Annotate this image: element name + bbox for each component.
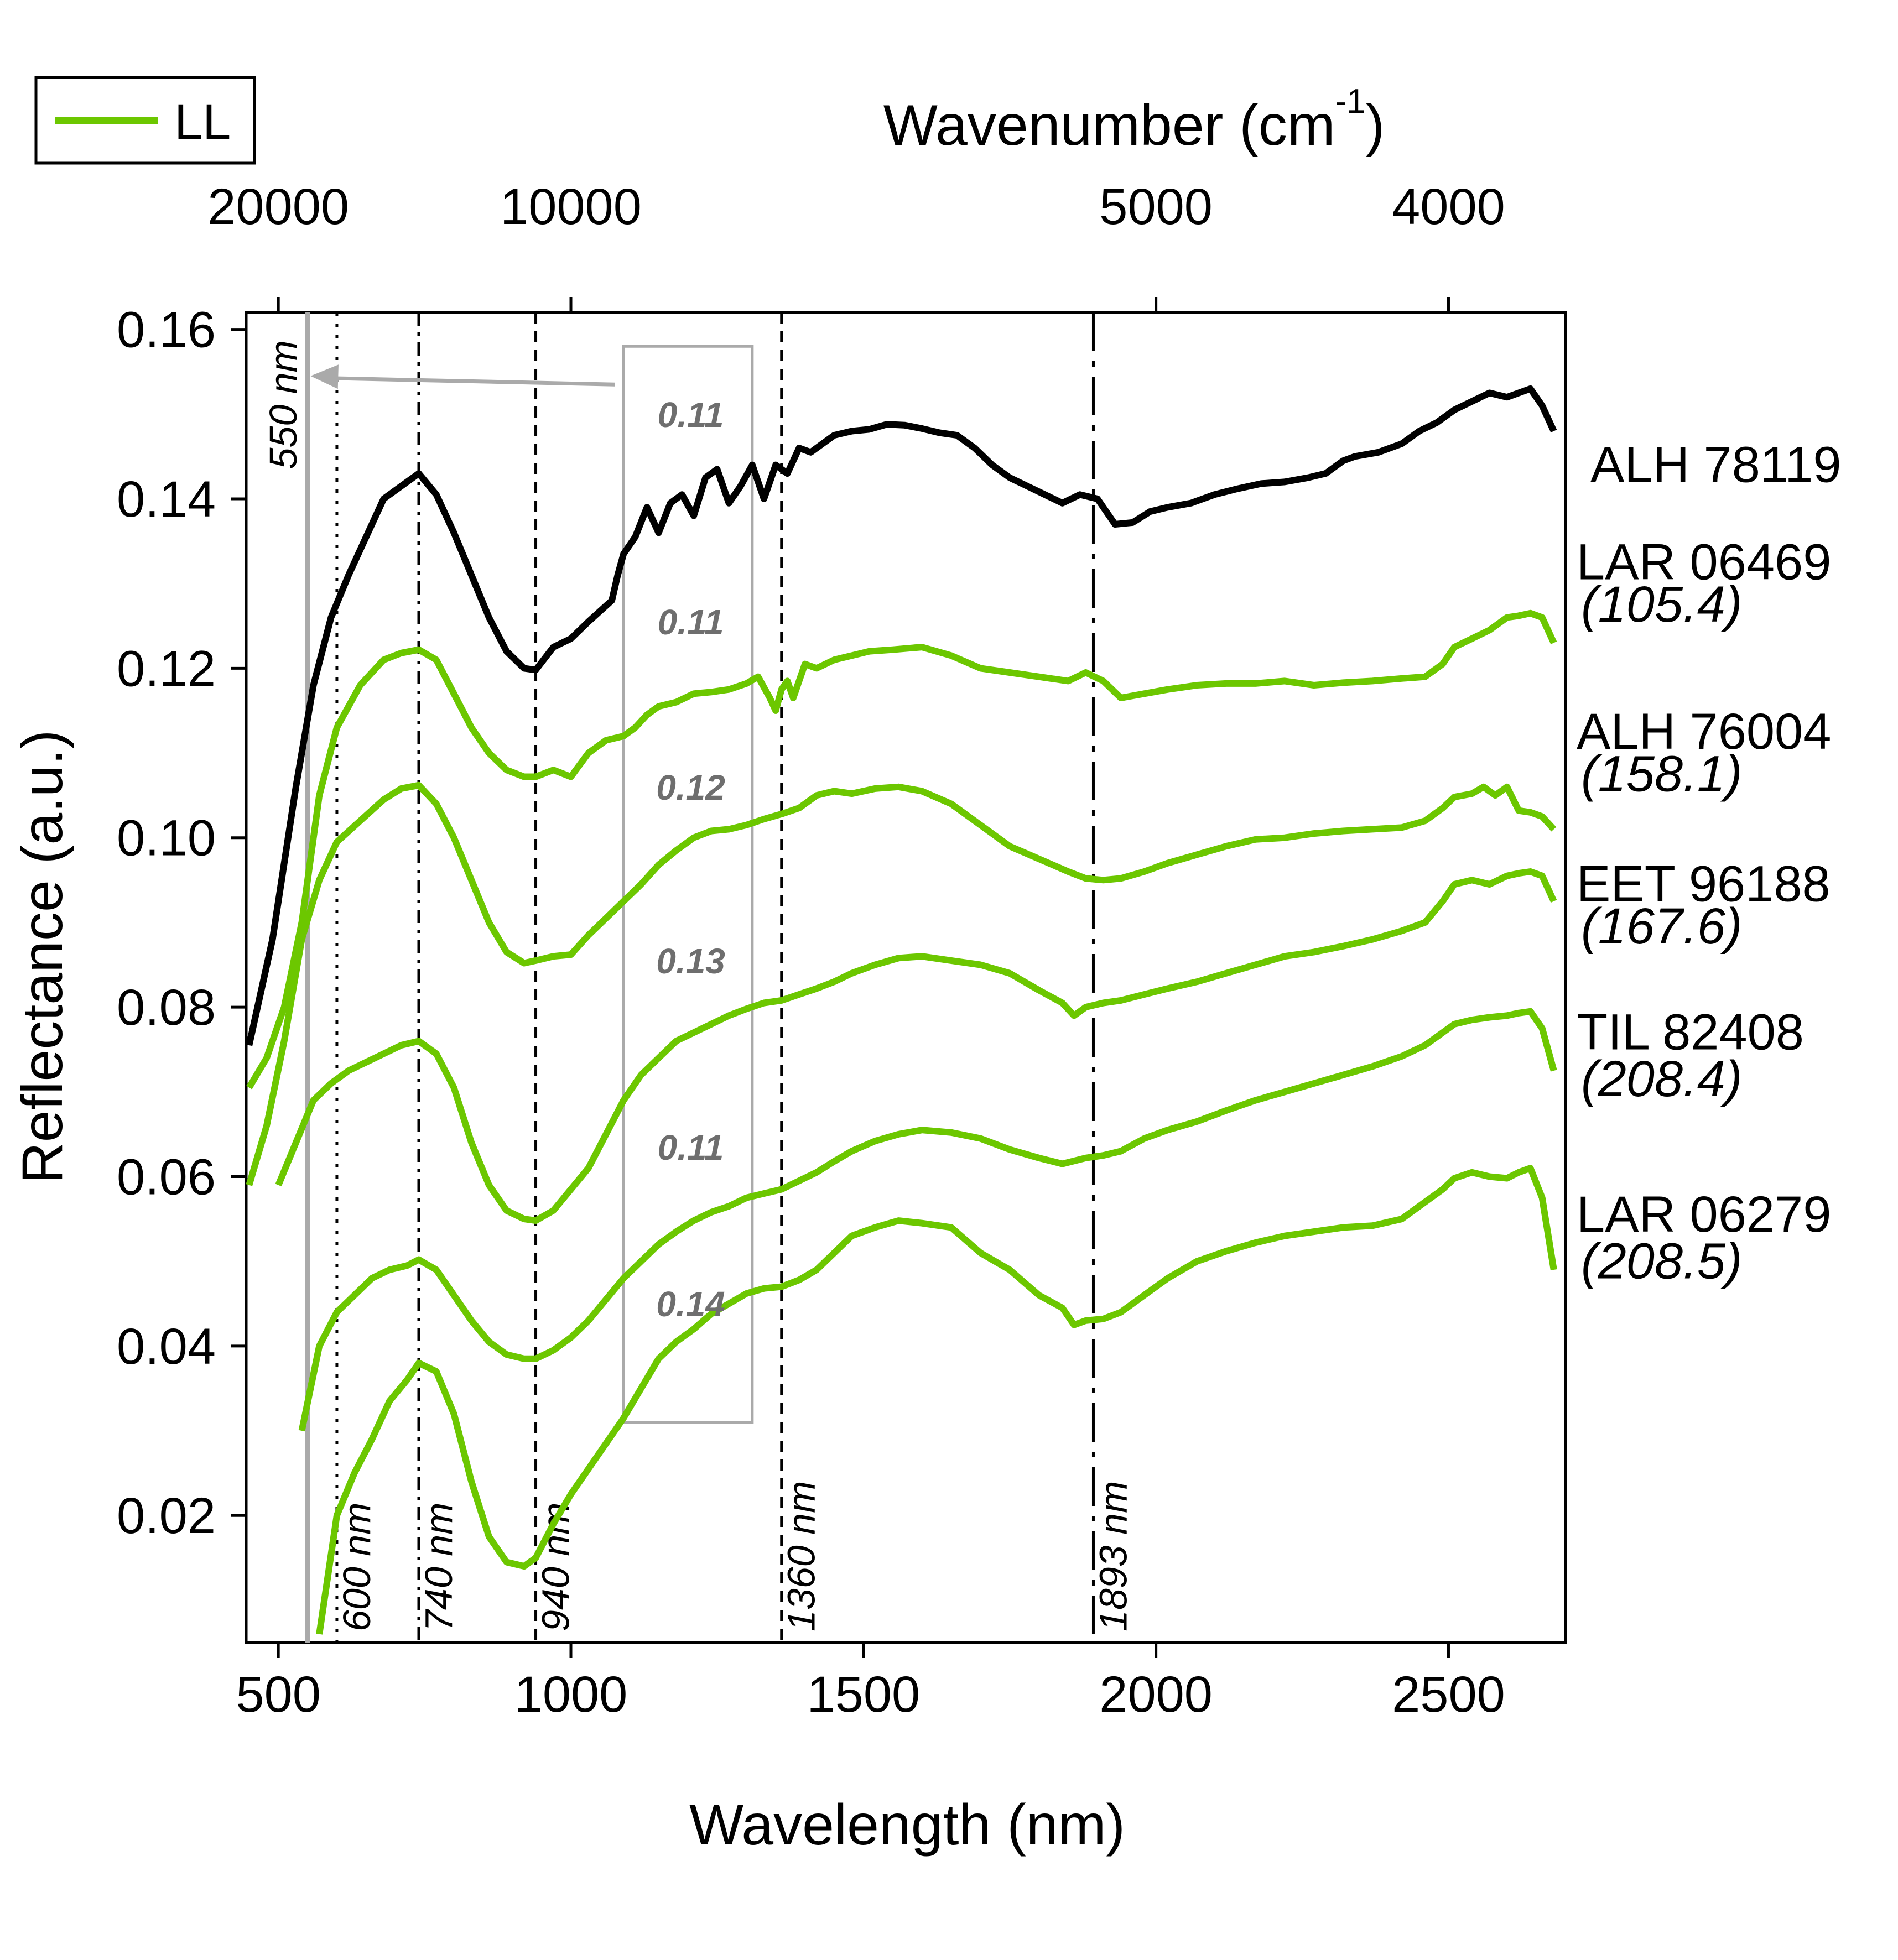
sample-name-alh-76004: ALH 76004 xyxy=(1577,703,1831,760)
top-axis-label: Wavenumber (cm xyxy=(883,93,1335,158)
series-labels: ALH 78119 0.11 LAR 06469(105.4) 0.11 ALH 760… xyxy=(656,395,1841,1324)
y-tick-label-0.02: 0.02 xyxy=(117,1488,216,1544)
sample-name-eet-96188: EET 96188 xyxy=(1577,856,1831,913)
y-tick-label-0.06: 0.06 xyxy=(117,1149,216,1205)
x-tick-label-2500: 2500 xyxy=(1392,1666,1505,1723)
sample-name-til-82408: TIL 82408 xyxy=(1577,1004,1804,1061)
top-axis-label-close: ) xyxy=(1366,93,1385,158)
series-line-til-82408 xyxy=(298,1008,1557,1432)
guide-label-600nm: 600 nm xyxy=(335,1503,378,1631)
series-line-lar-06279 xyxy=(316,1165,1557,1635)
series-line-alh-78119 xyxy=(246,385,1557,1046)
y-tick-label-0.16: 0.16 xyxy=(117,302,216,358)
highlight-box xyxy=(310,345,754,1424)
series-lines xyxy=(246,385,1557,1635)
highlight-rectangle xyxy=(622,345,754,1424)
y-tick-label-0.12: 0.12 xyxy=(117,640,216,697)
plot-area-border xyxy=(245,311,1567,1644)
y-tick-label-0.10: 0.10 xyxy=(117,810,216,867)
plot-frame xyxy=(245,311,1567,1644)
sample-value-lar-06279: (208.5) xyxy=(1581,1233,1743,1289)
sample-value-lar-06469: (105.4) xyxy=(1581,576,1743,633)
top-tick-label-20000: 20000 xyxy=(207,179,349,235)
box-value-lar-06279: 0.14 xyxy=(656,1284,725,1324)
box-value-alh-76004: 0.12 xyxy=(656,768,725,807)
legend-box: LL xyxy=(34,76,256,165)
y-axis-title: Reflectance (a.u.) xyxy=(11,730,75,1184)
svg-text:Wavenumber (cm-1): Wavenumber (cm-1) xyxy=(883,82,1385,158)
top-axis-title: Wavenumber (cm-1) xyxy=(883,82,1385,158)
sample-name-alh-78119: ALH 78119 xyxy=(1590,436,1842,493)
top-tick-label-5000: 5000 xyxy=(1099,179,1213,235)
sample-value-alh-76004: (158.1) xyxy=(1581,746,1743,802)
top-tick-label-10000: 10000 xyxy=(500,179,642,235)
series-line-alh-76004 xyxy=(246,781,1557,1186)
x-axis-title: Wavelength (nm) xyxy=(689,1793,1125,1857)
guide-label-740nm: 740 nm xyxy=(417,1503,460,1631)
top-axis-label-exponent: -1 xyxy=(1335,82,1365,121)
sample-name-lar-06469: LAR 06469 xyxy=(1577,534,1831,591)
arrow-shaft xyxy=(332,376,615,387)
top-tick-label-4000: 4000 xyxy=(1392,179,1505,235)
box-value-lar-06469: 0.11 xyxy=(658,602,724,642)
x-tick-label-500: 500 xyxy=(236,1666,321,1723)
y-tick-label-0.04: 0.04 xyxy=(117,1318,216,1375)
x-tick-label-1000: 1000 xyxy=(514,1666,628,1723)
box-value-eet-96188: 0.13 xyxy=(656,941,725,981)
y-tick-label-0.14: 0.14 xyxy=(117,471,216,528)
series-line-eet-96188 xyxy=(275,868,1557,1224)
series-line-lar-06469 xyxy=(246,609,1557,1090)
guide-label-1360nm: 1360 nm xyxy=(780,1481,823,1631)
box-value-til-82408: 0.11 xyxy=(658,1128,724,1167)
sample-value-til-82408: (208.4) xyxy=(1581,1051,1743,1107)
x-tick-label-1500: 1500 xyxy=(807,1666,920,1723)
legend-label-ll: LL xyxy=(174,94,231,150)
guide-label-550nm: 550 nm xyxy=(262,340,305,469)
arrow-head xyxy=(310,364,339,389)
axis-ticks: 500 1000 1500 2000 2500 20000 10000 5000 4000 0.0… xyxy=(117,179,1505,1723)
y-tick-label-0.08: 0.08 xyxy=(117,979,216,1036)
box-value-alh-78119: 0.11 xyxy=(658,395,724,435)
guide-label-1893nm: 1893 nm xyxy=(1091,1481,1135,1631)
sample-name-lar-06279: LAR 06279 xyxy=(1577,1186,1831,1243)
x-tick-label-2000: 2000 xyxy=(1099,1666,1213,1723)
sample-value-eet-96188: (167.6) xyxy=(1581,898,1743,955)
